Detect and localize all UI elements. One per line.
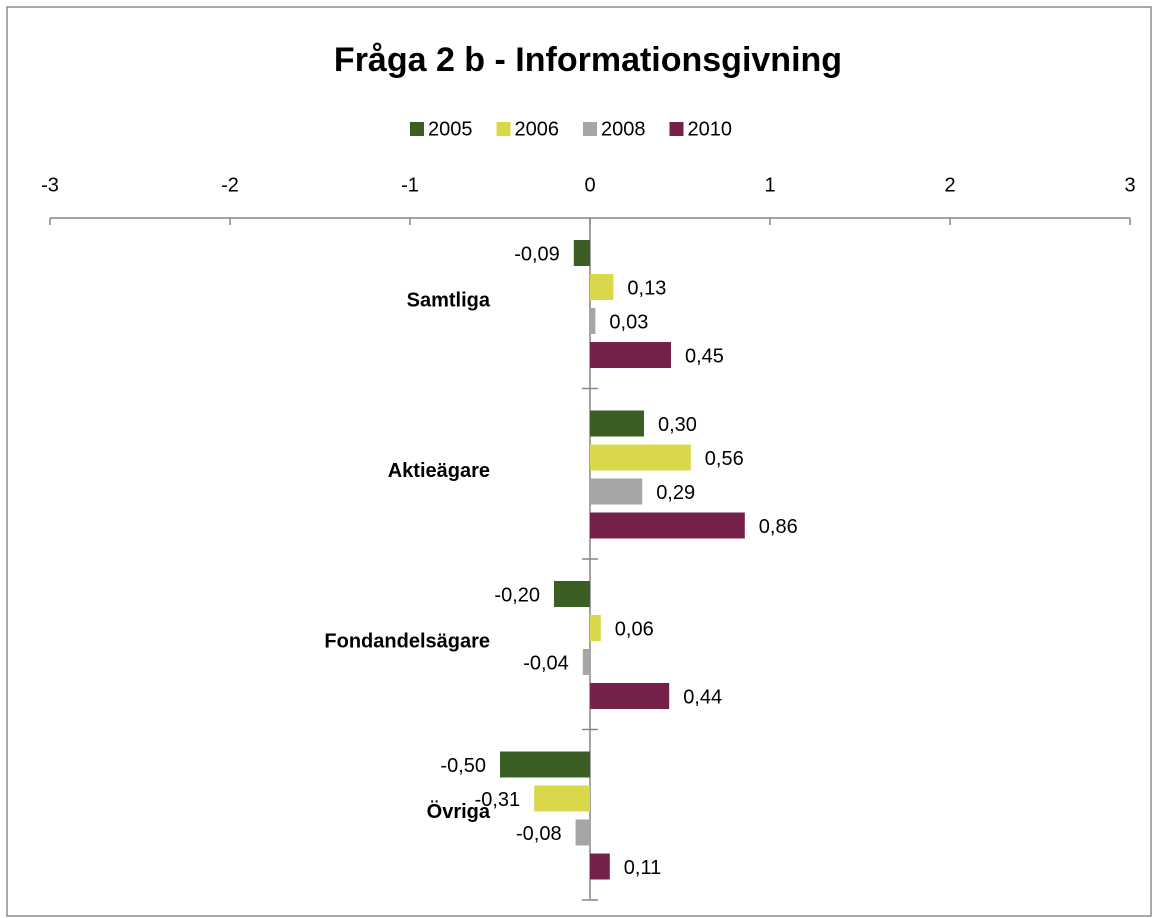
x-tick-label: 0	[584, 174, 595, 196]
bar	[590, 683, 670, 709]
bar	[590, 853, 610, 880]
legend-swatch	[410, 122, 424, 136]
legend-label: 2006	[515, 118, 560, 140]
data-label: 0,86	[759, 516, 798, 538]
x-tick-label: 2	[944, 174, 955, 196]
x-tick-label: 3	[1124, 174, 1135, 196]
data-label: 0,13	[627, 277, 666, 299]
bar	[590, 444, 691, 471]
bar	[573, 240, 590, 266]
data-label: 0,03	[609, 311, 648, 333]
x-tick-label: -2	[221, 174, 239, 196]
chart-title: Fråga 2 b - Informationsgivning	[334, 41, 842, 79]
data-label: 0,06	[615, 618, 654, 640]
x-tick-label: -3	[41, 174, 59, 196]
bar	[590, 615, 601, 641]
data-label: -0,31	[475, 789, 521, 811]
legend-label: 2008	[601, 118, 646, 140]
category-label: Övriga	[427, 800, 491, 823]
data-label: -0,08	[516, 823, 562, 845]
data-label: 0,30	[658, 414, 697, 436]
legend-swatch	[583, 122, 597, 136]
legend-swatch	[669, 122, 684, 136]
bar	[590, 342, 671, 368]
bar	[590, 478, 643, 505]
bar	[500, 751, 590, 778]
bar	[590, 274, 614, 300]
chart-border	[6, 6, 1152, 917]
data-label: -0,20	[494, 584, 540, 606]
category-label: Aktieägare	[388, 460, 490, 482]
legend-label: 2010	[688, 118, 733, 140]
legend-label: 2005	[428, 118, 473, 140]
data-label: -0,50	[440, 755, 486, 777]
category-label: Samtliga	[407, 290, 491, 312]
bar	[590, 410, 644, 437]
x-tick-label: 1	[764, 174, 775, 196]
data-label: 0,29	[656, 482, 695, 504]
data-label: 0,45	[685, 345, 724, 367]
data-label: 0,56	[705, 448, 744, 470]
bar	[590, 308, 596, 334]
bar	[534, 785, 590, 812]
category-label: Fondandelsägare	[324, 631, 490, 653]
bar	[575, 819, 590, 846]
bar	[590, 512, 745, 539]
data-label: 0,11	[624, 857, 661, 879]
data-label: -0,09	[514, 243, 560, 265]
legend-swatch	[496, 122, 511, 136]
x-tick-label: -1	[401, 174, 419, 196]
data-label: 0,44	[683, 686, 722, 708]
bar	[582, 649, 590, 675]
data-label: -0,04	[523, 652, 569, 674]
bar	[554, 581, 590, 607]
